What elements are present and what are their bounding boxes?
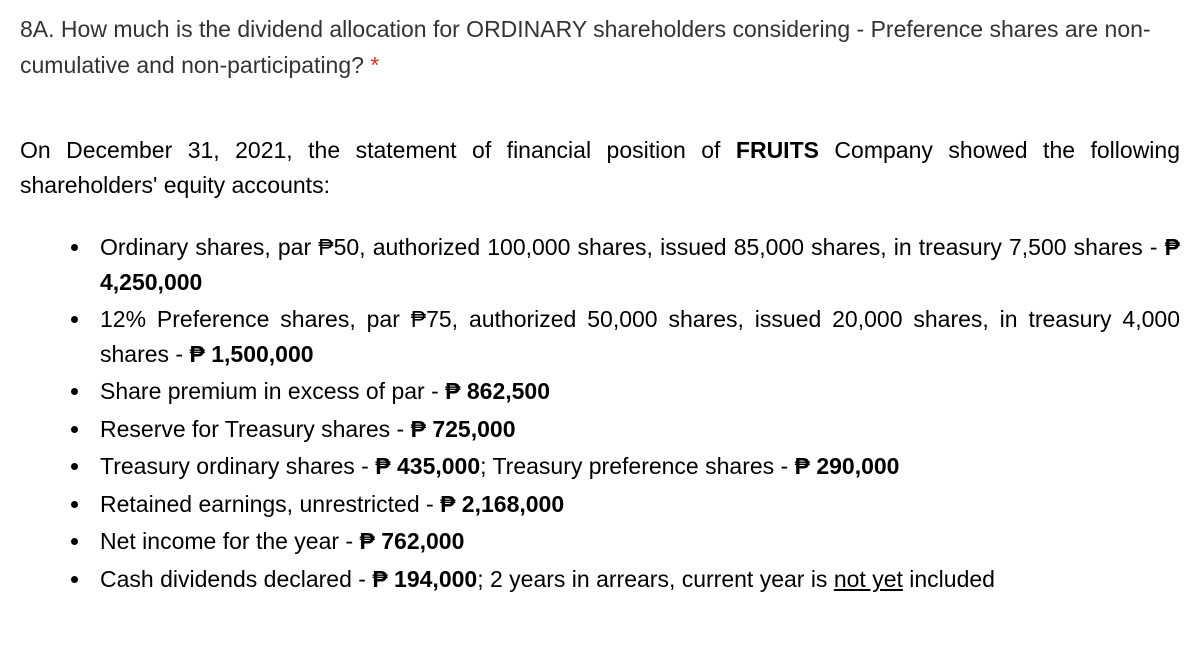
item-underline: not yet — [834, 566, 903, 592]
item-text: Share premium in excess of par - — [100, 378, 445, 404]
list-item: Treasury ordinary shares - ₱ 435,000; Tr… — [92, 449, 1180, 484]
item-value: ₱ 194,000 — [372, 566, 477, 592]
item-value: ₱ 435,000 — [375, 453, 480, 479]
question-body: How much is the dividend allocation for … — [20, 16, 1151, 78]
company-name: FRUITS — [736, 137, 819, 163]
item-value: ₱ 762,000 — [360, 528, 465, 554]
item-value: ₱ 862,500 — [445, 378, 550, 404]
list-item: Reserve for Treasury shares - ₱ 725,000 — [92, 412, 1180, 447]
item-value: ₱ 1,500,000 — [189, 341, 313, 367]
item-text: Retained earnings, unrestricted - — [100, 491, 440, 517]
list-item: Net income for the year - ₱ 762,000 — [92, 524, 1180, 559]
required-asterisk: * — [370, 52, 379, 78]
item-value: ₱ 725,000 — [411, 416, 516, 442]
list-item: 12% Preference shares, par ₱75, authoriz… — [92, 302, 1180, 371]
item-text: Reserve for Treasury shares - — [100, 416, 411, 442]
intro-prefix: On December 31, 2021, the statement of f… — [20, 137, 736, 163]
content-block: On December 31, 2021, the statement of f… — [20, 133, 1180, 596]
item-text: ; Treasury preference shares - — [480, 453, 794, 479]
item-value: ₱ 2,168,000 — [440, 491, 564, 517]
item-text: ; 2 years in arrears, current year is — [477, 566, 834, 592]
item-text: Cash dividends declared - — [100, 566, 372, 592]
question-block: 8A. How much is the dividend allocation … — [20, 12, 1180, 83]
item-text: Net income for the year - — [100, 528, 360, 554]
list-item: Cash dividends declared - ₱ 194,000; 2 y… — [92, 562, 1180, 597]
equity-accounts-list: Ordinary shares, par ₱50, authorized 100… — [20, 230, 1180, 596]
item-value: ₱ 290,000 — [795, 453, 900, 479]
list-item: Share premium in excess of par - ₱ 862,5… — [92, 374, 1180, 409]
list-item: Retained earnings, unrestricted - ₱ 2,16… — [92, 487, 1180, 522]
question-text: 8A. How much is the dividend allocation … — [20, 12, 1180, 83]
item-text: included — [903, 566, 995, 592]
item-text: Treasury ordinary shares - — [100, 453, 375, 479]
intro-text: On December 31, 2021, the statement of f… — [20, 133, 1180, 202]
list-item: Ordinary shares, par ₱50, authorized 100… — [92, 230, 1180, 299]
question-number: 8A. — [20, 16, 55, 42]
item-text: Ordinary shares, par ₱50, authorized 100… — [100, 234, 1165, 260]
